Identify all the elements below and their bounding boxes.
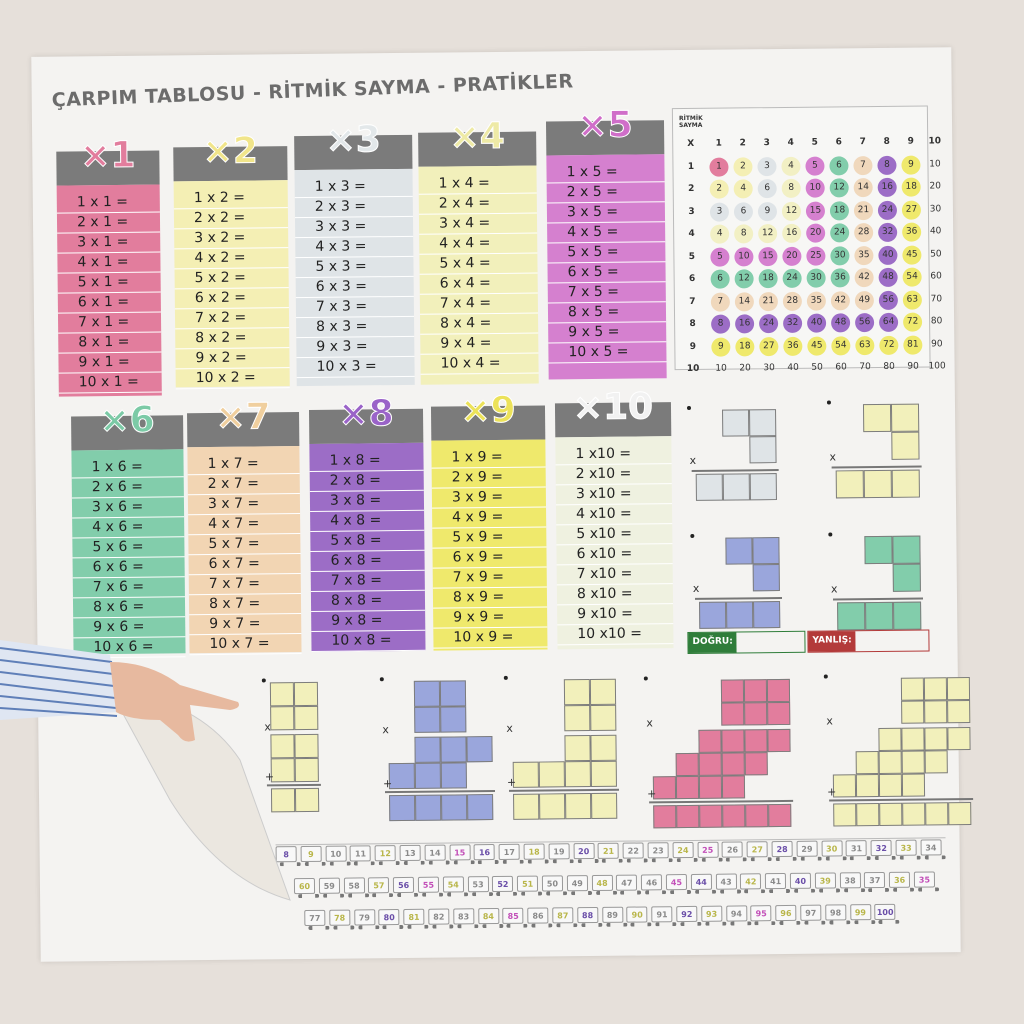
sleeve-stripes — [0, 647, 118, 717]
curled-corner — [109, 689, 291, 901]
hand — [110, 662, 239, 742]
